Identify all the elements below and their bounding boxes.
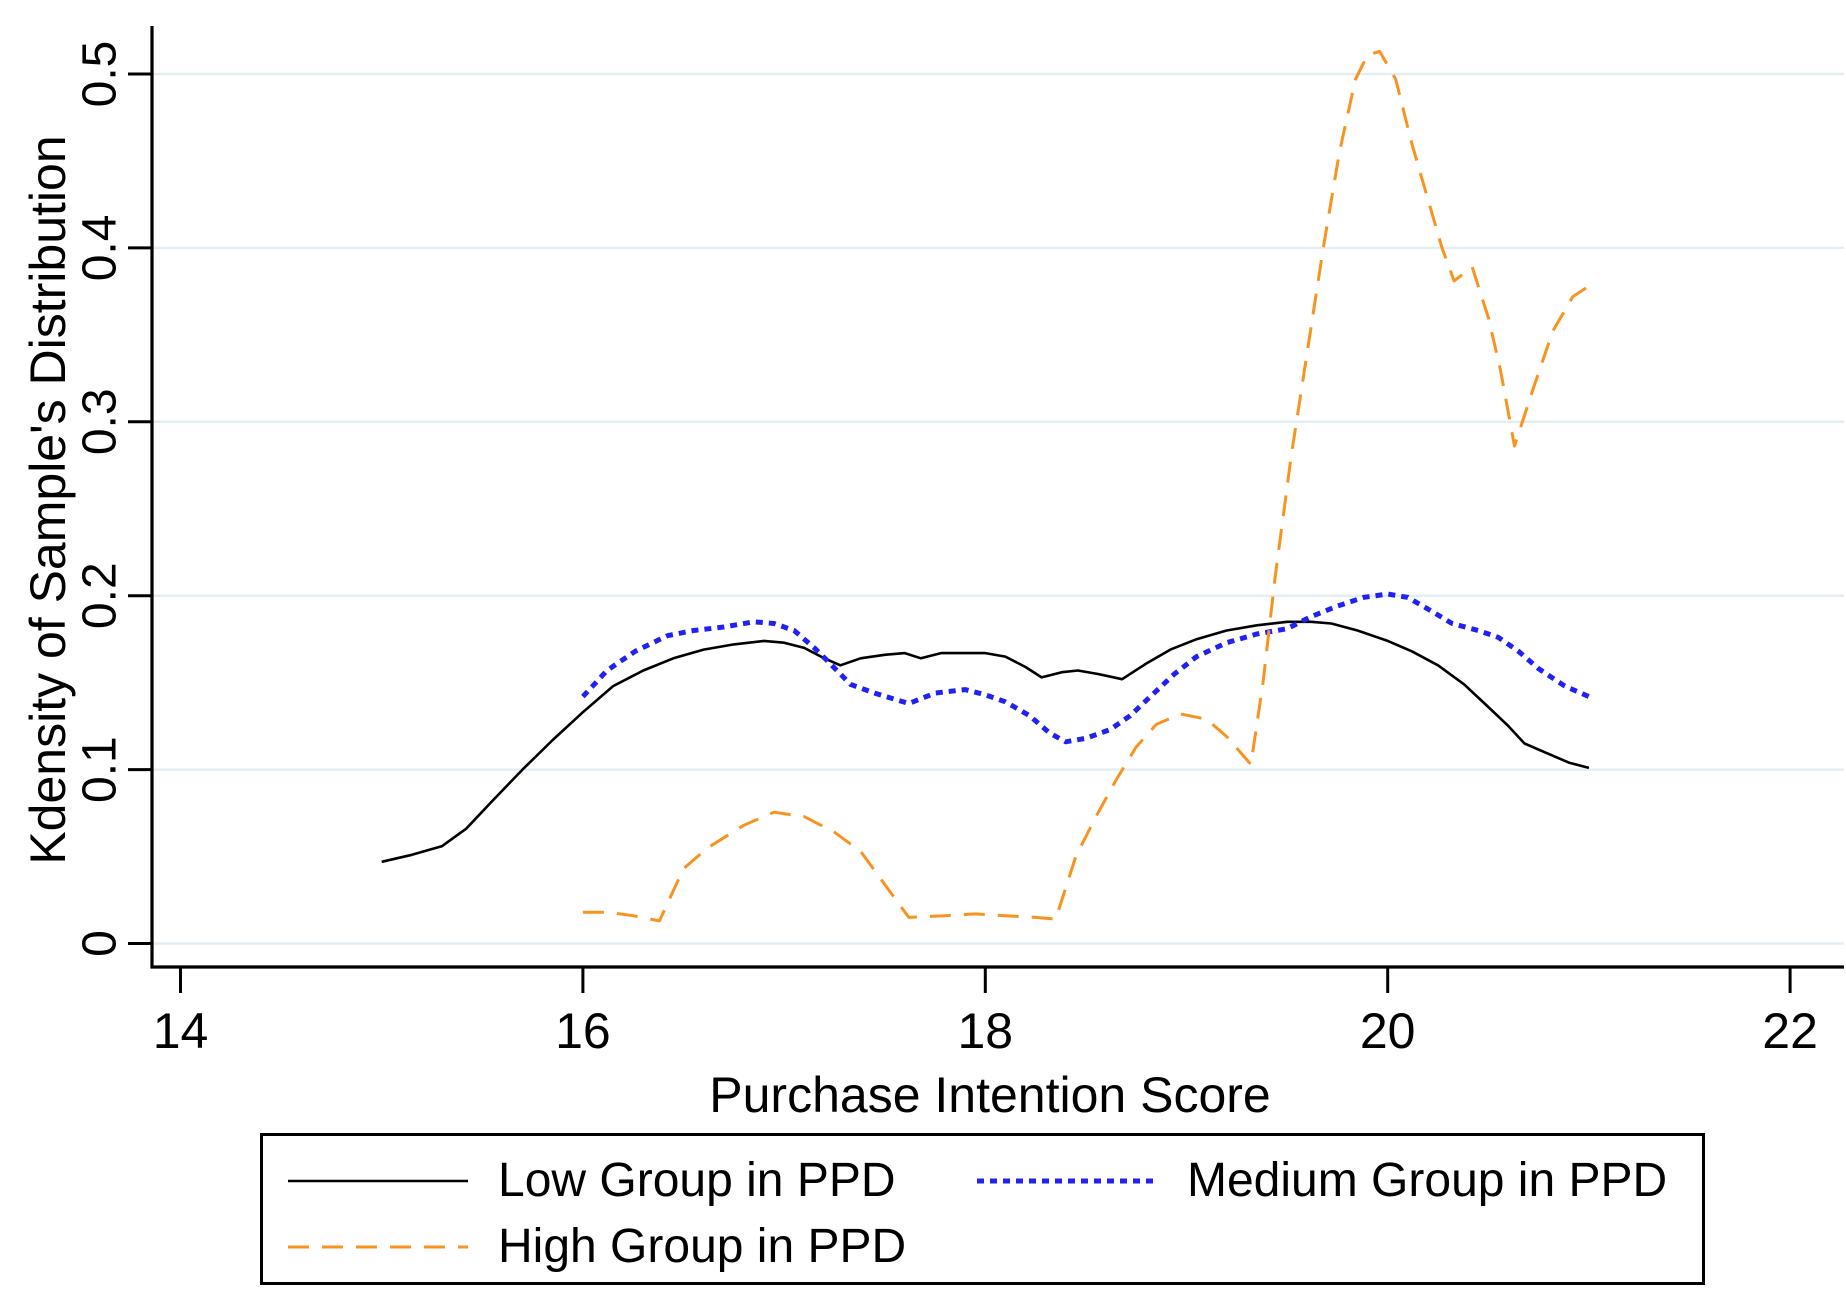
legend-key-low-line — [288, 1179, 468, 1183]
series-line-high — [582, 49, 1590, 923]
x-axis-title: Purchase Intention Score — [709, 1067, 1271, 1123]
legend-label-low: Low Group in PPD — [498, 1154, 896, 1207]
legend: Low Group in PPD Medium Group in PPD Hig… — [260, 1133, 1705, 1285]
legend-key-medium-line — [977, 1178, 1157, 1184]
legend-label-medium: Medium Group in PPD — [1187, 1154, 1668, 1207]
series-line-low — [381, 620, 1590, 864]
series-line-medium — [581, 591, 1590, 745]
legend-label-high: High Group in PPD — [498, 1220, 907, 1273]
x-tick-label: 22 — [1762, 1003, 1818, 1059]
x-tick-label: 14 — [153, 1003, 209, 1059]
x-tick-label: 16 — [555, 1003, 611, 1059]
y-axis-title: Kdensity of Sample's Distribution — [20, 135, 76, 865]
legend-item-medium: Medium Group in PPD — [977, 1156, 1667, 1206]
y-tick-label: 0.4 — [74, 215, 127, 282]
y-tick-label: 0.1 — [74, 736, 127, 803]
y-tick-label: 0 — [74, 930, 127, 957]
legend-item-high: High Group in PPD — [288, 1222, 906, 1272]
legend-key-high-line — [288, 1245, 468, 1249]
y-tick-label: 0.2 — [74, 562, 127, 629]
x-tick-label: 18 — [957, 1003, 1013, 1059]
y-tick-label: 0.5 — [74, 41, 127, 108]
legend-item-low: Low Group in PPD — [288, 1156, 896, 1206]
x-tick-label: 20 — [1360, 1003, 1416, 1059]
y-tick-label: 0.3 — [74, 388, 127, 455]
